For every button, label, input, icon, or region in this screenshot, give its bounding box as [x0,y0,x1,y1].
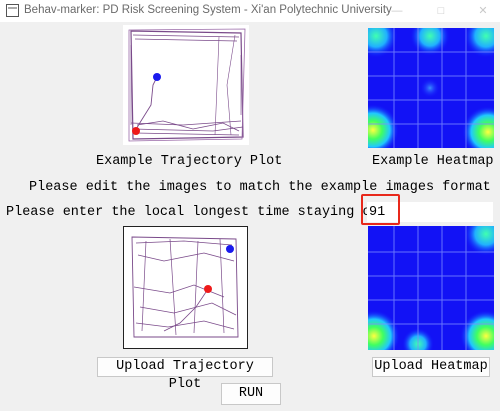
upload-trajectory-button[interactable]: Upload Trajectory Plot [97,357,273,392]
input-highlight-box [361,194,400,225]
title-bar: Behav-marker: PD Risk Screening System -… [0,0,500,22]
window-title: Behav-marker: PD Risk Screening System -… [24,4,392,16]
time-prompt-label: Please enter the local longest time stay… [6,205,379,220]
maximize-icon[interactable]: □ [437,5,445,17]
upload-heatmap-button[interactable]: Upload Heatmap [372,357,490,377]
uploaded-trajectory-image [123,226,248,349]
format-instruction: Please edit the images to match the exam… [29,180,491,195]
minimize-icon[interactable]: — [391,5,403,17]
uploaded-heatmap-image [348,212,500,362]
example-heatmap-caption: Example Heatmap [372,154,494,169]
example-trajectory-image [123,25,249,145]
close-icon[interactable]: ✕ [478,5,488,17]
example-trajectory-caption: Example Trajectory Plot [96,154,283,169]
app-icon [6,4,19,17]
example-heatmap-image [347,14,500,158]
run-button[interactable]: RUN [221,383,281,405]
